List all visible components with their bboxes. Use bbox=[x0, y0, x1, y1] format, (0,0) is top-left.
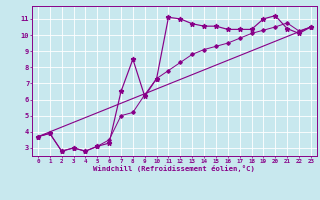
X-axis label: Windchill (Refroidissement éolien,°C): Windchill (Refroidissement éolien,°C) bbox=[93, 165, 255, 172]
